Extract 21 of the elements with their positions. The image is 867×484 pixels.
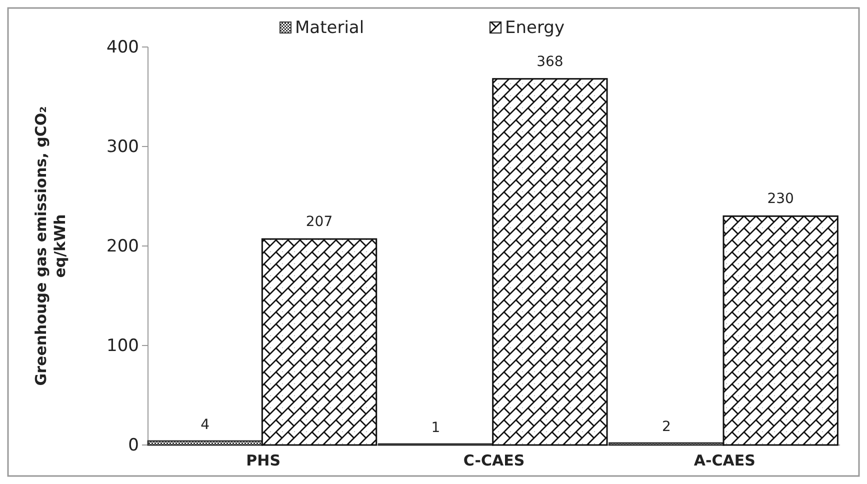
y-tick-label: 300 <box>106 136 139 157</box>
data-label: 1 <box>431 420 440 436</box>
data-label: 207 <box>306 214 333 230</box>
y-tick-label: 400 <box>106 37 139 58</box>
x-tick-label: C-CAES <box>463 452 525 470</box>
bar <box>147 440 263 446</box>
data-label: 230 <box>767 191 794 208</box>
legend-label: Energy <box>505 18 565 38</box>
y-axis-title: Greenhouge gas emissions, gCO₂ eq/kWh <box>32 106 69 386</box>
y-tick-label: 200 <box>106 236 139 256</box>
data-label: 2 <box>662 419 671 436</box>
x-tick-label: PHS <box>246 452 281 470</box>
bar <box>492 78 608 446</box>
y-tick-label: 100 <box>106 336 139 356</box>
legend-label: Material <box>295 18 364 38</box>
y-tick-label: 0 <box>128 435 139 456</box>
x-tick-label: A-CAES <box>694 452 756 470</box>
bar <box>261 238 378 446</box>
data-label: 368 <box>536 54 564 70</box>
bar <box>722 215 838 446</box>
data-label: 4 <box>200 417 210 434</box>
